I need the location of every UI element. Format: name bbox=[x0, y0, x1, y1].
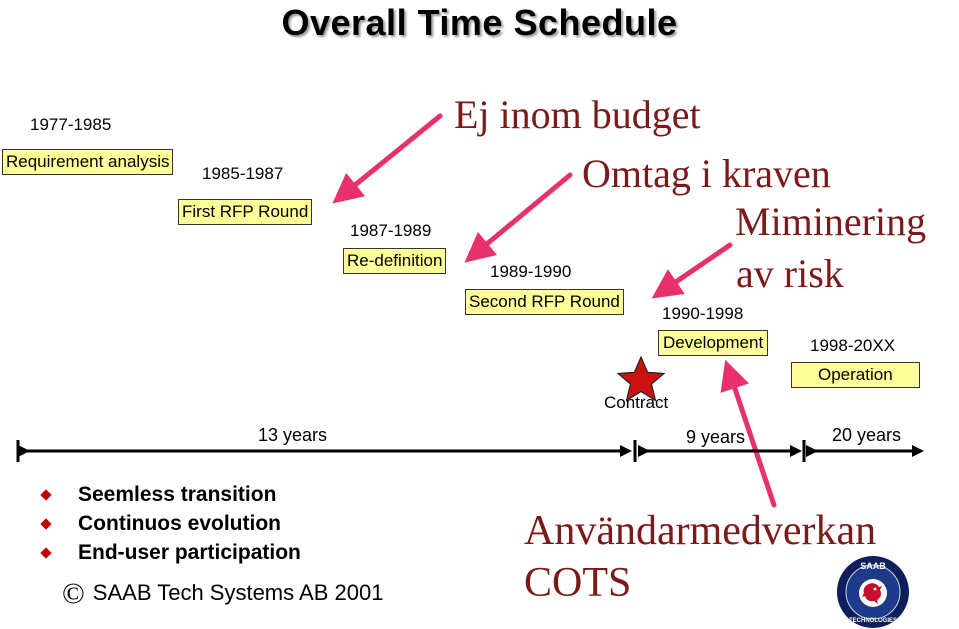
annotation-cots: COTS bbox=[524, 560, 632, 606]
diamond-bullet-icon bbox=[40, 517, 52, 530]
page-title: Overall Time Schedule bbox=[281, 2, 678, 43]
arrow-to-second-rfp bbox=[464, 172, 573, 263]
list-item: Seemless transition bbox=[40, 480, 301, 509]
annotation-requirements: Omtag i kraven bbox=[582, 151, 831, 196]
bullet-list: Seemless transition Continuos evolution … bbox=[40, 480, 301, 567]
list-item: Continuos evolution bbox=[40, 509, 301, 538]
annotation-risk-line1: Miminering bbox=[735, 199, 927, 244]
saab-griffin-logo: SAAB TECHNOLOGIES bbox=[837, 556, 909, 628]
list-item: End-user participation bbox=[40, 538, 301, 567]
copyright-icon: © bbox=[62, 577, 85, 610]
arrow-to-re-definition bbox=[332, 113, 443, 204]
duration-label: 9 years bbox=[686, 427, 746, 447]
period-label: 1985-1987 bbox=[202, 164, 284, 183]
period-label: 1977-1985 bbox=[30, 115, 112, 134]
phase-development: Development bbox=[658, 330, 769, 356]
period-label: 1990-1998 bbox=[662, 304, 744, 323]
phase-re-definition: Re-definition bbox=[343, 248, 447, 274]
bullet-text: End-user participation bbox=[78, 540, 301, 564]
logo-bottom-text: TECHNOLOGIES bbox=[849, 618, 897, 624]
diamond-bullet-icon bbox=[40, 546, 52, 559]
copyright-text: SAAB Tech Systems AB 2001 bbox=[92, 580, 384, 605]
phase-second-rfp-round: Second RFP Round bbox=[465, 289, 624, 315]
star-icon bbox=[616, 355, 666, 402]
copyright: © SAAB Tech Systems AB 2001 bbox=[62, 577, 383, 611]
duration-label: 13 years bbox=[258, 425, 328, 445]
bullet-text: Seemless transition bbox=[78, 482, 277, 506]
diamond-bullet-icon bbox=[40, 488, 52, 501]
annotation-user-involvement: Användarmedverkan bbox=[524, 508, 877, 554]
period-label: 1987-1989 bbox=[350, 221, 432, 240]
annotation-risk-line2: av risk bbox=[736, 251, 844, 296]
timeline bbox=[16, 440, 924, 462]
period-label: 1998-20XX bbox=[810, 336, 896, 355]
period-label: 1989-1990 bbox=[490, 262, 572, 281]
phase-operation: Operation bbox=[791, 362, 920, 388]
bullet-text: Continuos evolution bbox=[78, 511, 281, 535]
arrow-to-development bbox=[651, 242, 733, 299]
pink-arrows bbox=[332, 113, 777, 508]
annotation-budget: Ej inom budget bbox=[454, 92, 701, 137]
phase-first-rfp-round: First RFP Round bbox=[178, 199, 313, 225]
phase-requirement-analysis: Requirement analysis bbox=[2, 149, 174, 175]
logo-top-text: SAAB bbox=[860, 561, 886, 571]
duration-label: 20 years bbox=[832, 425, 902, 445]
arrow-to-timeline bbox=[720, 359, 777, 508]
